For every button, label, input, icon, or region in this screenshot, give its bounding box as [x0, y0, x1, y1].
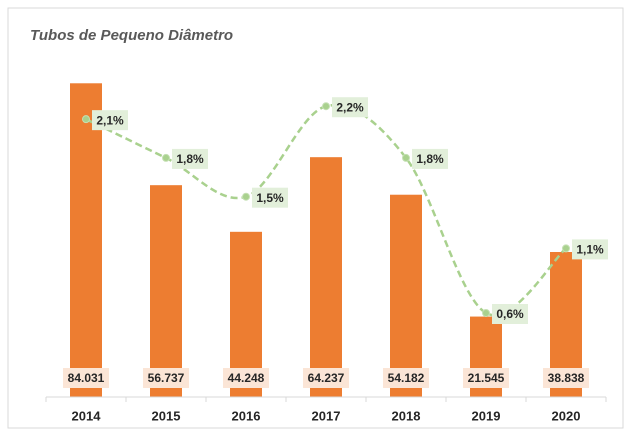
data-label: 1,8%	[176, 152, 204, 166]
x-tick-label: 2019	[472, 408, 501, 423]
data-label: 1,1%	[576, 243, 604, 257]
x-tick-label: 2020	[552, 408, 581, 423]
data-label: 44.248	[228, 371, 265, 385]
label-box	[172, 148, 208, 169]
data-label: 84.031	[68, 371, 105, 385]
data-label: 1,5%	[256, 191, 284, 205]
label-box	[572, 239, 608, 260]
label-box	[543, 368, 589, 388]
label-box	[92, 110, 128, 131]
label-box	[383, 368, 429, 388]
data-label: 21.545	[468, 371, 505, 385]
chart-title: Tubos de Pequeno Diâmetro	[30, 27, 233, 44]
x-tick-label: 2014	[72, 408, 102, 423]
label-box	[492, 304, 528, 324]
point	[562, 244, 570, 253]
data-label: 1,8%	[416, 152, 444, 166]
data-label: 54.182	[388, 371, 425, 385]
bar	[390, 194, 422, 397]
bar	[310, 157, 342, 397]
data-label: 2,1%	[96, 113, 124, 127]
x-tick-label: 2017	[312, 408, 341, 423]
label-box	[223, 368, 269, 388]
point	[402, 153, 410, 162]
label-box	[412, 148, 448, 169]
point	[482, 309, 490, 317]
data-label: 64.237	[308, 371, 345, 385]
x-tick-label: 2016	[232, 408, 261, 423]
label-box	[303, 368, 349, 388]
point	[242, 192, 250, 201]
data-label: 56.737	[148, 371, 185, 385]
x-tick-label: 2015	[152, 408, 181, 423]
point	[82, 115, 90, 124]
bar	[70, 83, 102, 397]
data-label: 0,6%	[496, 307, 524, 321]
point	[322, 102, 330, 111]
label-box	[252, 187, 288, 208]
data-label: 2,2%	[336, 100, 364, 114]
point	[162, 153, 170, 162]
label-box	[63, 368, 109, 388]
bar	[150, 185, 182, 397]
label-box	[332, 97, 368, 118]
label-box	[143, 368, 189, 388]
label-box	[463, 368, 509, 388]
data-label: 38.838	[548, 371, 585, 385]
x-tick-label: 2018	[392, 408, 421, 423]
